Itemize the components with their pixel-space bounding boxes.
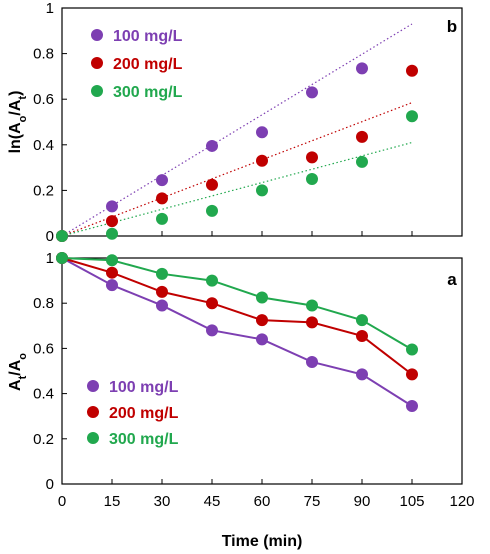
data-point — [206, 274, 218, 287]
data-point — [406, 400, 418, 413]
data-point — [106, 200, 118, 213]
panel-b-legend-marker — [91, 57, 103, 69]
panel-b-legend-label: 200 mg/L — [113, 56, 183, 73]
panel-b-points — [56, 62, 418, 242]
panel-b-ytick-label: 0.4 — [33, 137, 54, 154]
panel-b-ylabel: ln(Ao/At) — [7, 91, 29, 154]
fit-line — [61, 141, 413, 237]
series-line — [61, 257, 413, 376]
series-line — [61, 257, 413, 351]
data-point — [156, 174, 168, 187]
x-tick-label: 75 — [304, 493, 321, 510]
fit-line — [61, 23, 413, 237]
panel-b-ytick-label: 1 — [46, 0, 54, 17]
panel-a-legend-marker — [87, 432, 99, 444]
data-point — [156, 299, 168, 312]
data-point — [306, 355, 318, 368]
data-point — [256, 333, 268, 346]
panel-b-ytick-label: 0 — [46, 228, 54, 245]
data-point — [106, 227, 118, 240]
data-point — [356, 130, 368, 143]
x-tick-label: 90 — [354, 493, 371, 510]
panel-b-ytick-label: 0.8 — [33, 46, 54, 63]
panel-a-ytick-label: 1 — [46, 250, 54, 267]
data-point — [356, 62, 368, 75]
data-point — [156, 285, 168, 298]
panel-a-legend-marker — [87, 406, 99, 418]
panel-b-legend: 100 mg/L 200 mg/L 300 mg/L — [91, 28, 183, 101]
data-point — [306, 316, 318, 329]
data-point — [206, 178, 218, 191]
data-point — [406, 368, 418, 381]
x-tick-label: 60 — [254, 493, 271, 510]
panel-a: 0 0.2 0.4 0.6 0.8 1 0 15 30 45 60 75 90 105 120 100 mg… — [7, 250, 475, 550]
data-point — [106, 254, 118, 267]
x-axis-label: Time (min) — [222, 533, 303, 550]
panel-b-fit-lines — [61, 23, 413, 237]
panel-b-tag: b — [447, 17, 457, 36]
panel-a-legend-marker — [87, 380, 99, 392]
data-point — [406, 64, 418, 77]
panel-a-legend-label: 100 mg/L — [109, 379, 179, 396]
panel-a-ytick-label: 0.4 — [33, 386, 54, 403]
x-tick-label: 120 — [449, 493, 474, 510]
x-tick-label: 0 — [58, 493, 66, 510]
data-point — [356, 329, 368, 342]
data-point — [106, 266, 118, 279]
panel-a-ytick-label: 0.2 — [33, 431, 54, 448]
data-point — [256, 126, 268, 139]
data-point — [356, 314, 368, 327]
panel-a-legend-label: 200 mg/L — [109, 405, 179, 422]
panel-a-tag: a — [447, 270, 457, 289]
panel-a-legend: 100 mg/L 200 mg/L 300 mg/L — [87, 379, 179, 448]
data-point — [306, 151, 318, 164]
panel-a-ytick-label: 0 — [46, 476, 54, 493]
data-point — [356, 368, 368, 381]
data-point — [106, 279, 118, 292]
x-tick-label: 45 — [204, 493, 221, 510]
data-point — [156, 267, 168, 280]
panel-b-legend-label: 300 mg/L — [113, 84, 183, 101]
data-point — [306, 299, 318, 312]
series-line — [61, 257, 413, 407]
data-point — [206, 324, 218, 337]
x-tick-label: 30 — [154, 493, 171, 510]
panel-b-ytick-label: 0.2 — [33, 182, 54, 199]
data-point — [256, 184, 268, 197]
data-point — [56, 252, 68, 264]
data-point — [256, 291, 268, 304]
panel-a-ytick-label: 0.8 — [33, 295, 54, 312]
panel-b-legend-marker — [91, 85, 103, 97]
panel-a-lines — [61, 257, 413, 407]
data-point — [306, 86, 318, 99]
panel-b-legend-marker — [91, 29, 103, 41]
data-point — [306, 173, 318, 185]
data-point — [106, 215, 118, 228]
panel-a-legend-label: 300 mg/L — [109, 431, 179, 448]
data-point — [206, 139, 218, 152]
data-point — [256, 314, 268, 327]
data-point — [206, 204, 218, 217]
data-point — [256, 154, 268, 167]
panel-a-ytick-label: 0.6 — [33, 340, 54, 357]
data-point — [156, 212, 168, 225]
x-tick-label: 105 — [399, 493, 424, 510]
fit-line — [61, 102, 413, 237]
data-point — [156, 192, 168, 205]
panel-b-ticks: 0 0.2 0.4 0.6 0.8 1 — [33, 0, 463, 245]
panel-a-ticks: 0 0.2 0.4 0.6 0.8 1 0 15 30 45 60 75 90 105 120 — [33, 250, 474, 510]
data-point — [406, 343, 418, 356]
panel-a-points — [56, 252, 418, 413]
panel-b-legend-label: 100 mg/L — [113, 28, 183, 45]
panel-a-ylabel: At/Ao — [7, 353, 29, 391]
panel-b-ytick-label: 0.6 — [33, 91, 54, 108]
data-point — [56, 230, 68, 242]
data-point — [356, 155, 368, 168]
x-tick-label: 15 — [104, 493, 121, 510]
data-point — [206, 297, 218, 310]
data-point — [406, 110, 418, 123]
